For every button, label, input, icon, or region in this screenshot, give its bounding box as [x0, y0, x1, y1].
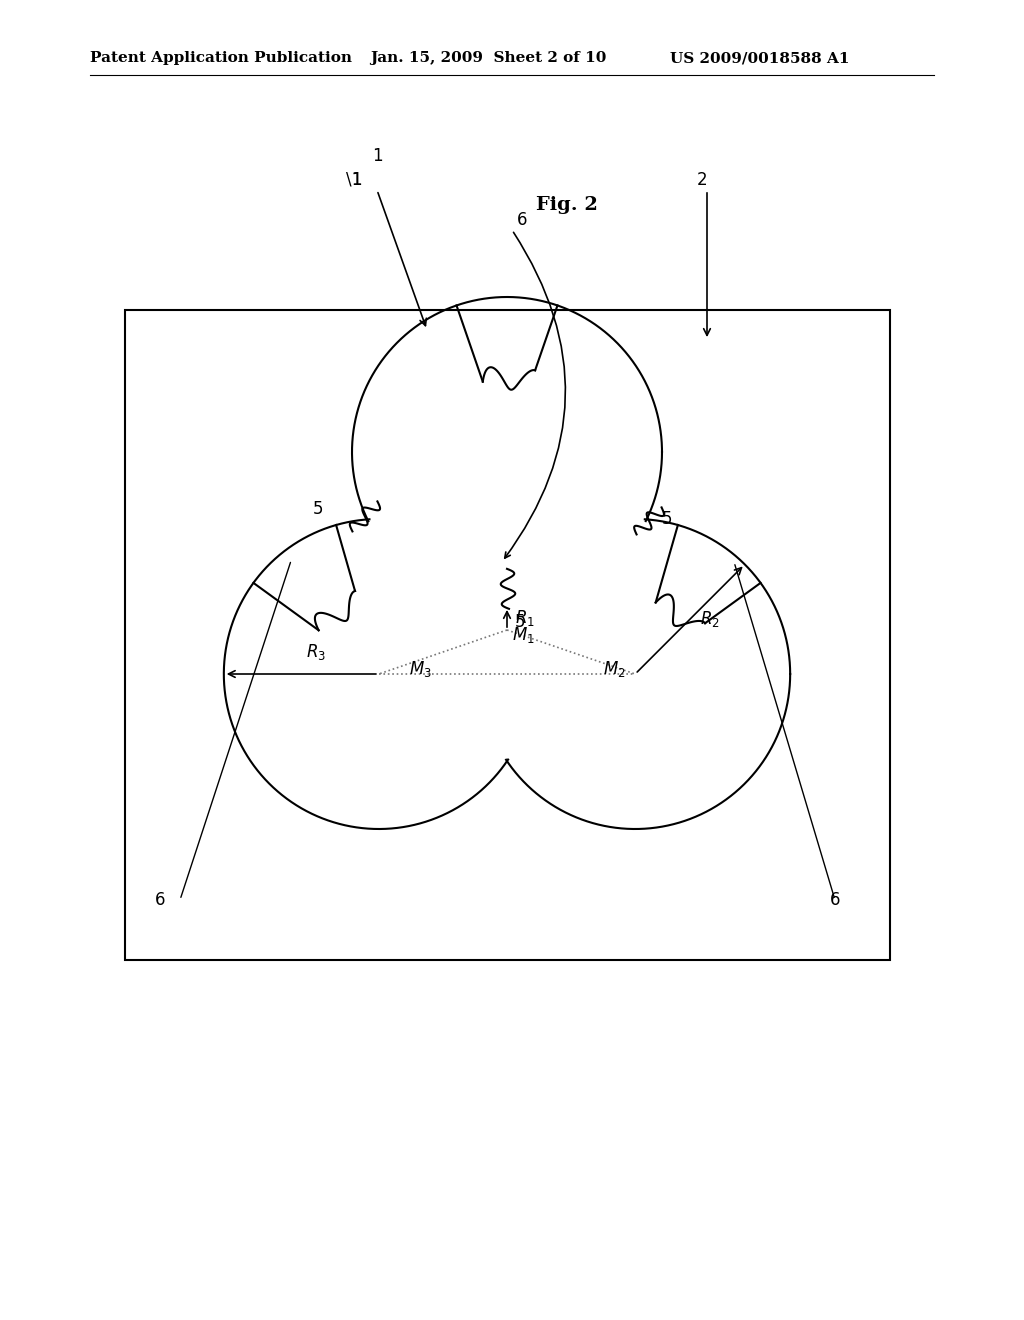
Text: 5: 5	[312, 500, 323, 519]
Text: $R_1$: $R_1$	[515, 609, 535, 628]
Text: \1: \1	[346, 172, 362, 189]
Text: $R_2$: $R_2$	[700, 610, 720, 630]
Text: 6: 6	[517, 211, 527, 228]
Text: 1: 1	[351, 172, 362, 189]
Text: 6: 6	[155, 891, 166, 909]
Text: US 2009/0018588 A1: US 2009/0018588 A1	[670, 51, 850, 65]
Text: $M_2$: $M_2$	[602, 659, 626, 678]
Text: Patent Application Publication: Patent Application Publication	[90, 51, 352, 65]
Text: 2: 2	[697, 172, 708, 189]
Text: Fig. 2: Fig. 2	[536, 195, 598, 214]
Text: 5: 5	[515, 612, 525, 631]
Text: $M_3$: $M_3$	[409, 659, 432, 678]
Text: 5: 5	[662, 511, 672, 528]
Text: Jan. 15, 2009  Sheet 2 of 10: Jan. 15, 2009 Sheet 2 of 10	[370, 51, 606, 65]
Text: 1: 1	[372, 147, 383, 165]
Bar	[125, 310, 890, 960]
Text: 6: 6	[830, 891, 841, 909]
Text: $R_3$: $R_3$	[306, 642, 327, 663]
Text: $M_1$: $M_1$	[512, 624, 535, 645]
